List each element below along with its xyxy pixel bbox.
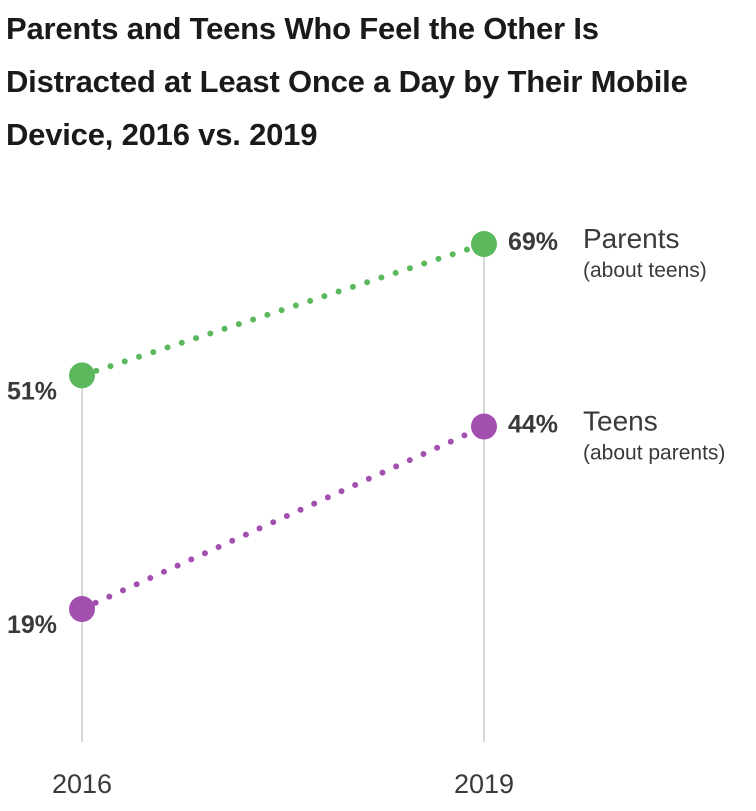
parents-series-sublabel: (about teens) [583, 259, 707, 282]
x-tick-2019: 2019 [454, 769, 514, 799]
parents-value-2016: 51% [7, 377, 57, 405]
parents-point-2019 [471, 231, 497, 257]
parents-series-line [79, 241, 487, 379]
teens-series-label: Teens [583, 406, 658, 437]
teens-series-line [79, 423, 487, 612]
parents-series-label: Parents [583, 223, 680, 254]
teens-point-2016 [69, 596, 95, 622]
x-tick-2016: 2016 [52, 769, 112, 799]
teens-value-2019: 44% [508, 411, 558, 439]
parents-point-2016 [69, 362, 95, 389]
teens-value-2016: 19% [7, 611, 57, 639]
teens-point-2019 [471, 413, 497, 440]
teens-series-sublabel: (about parents) [583, 442, 725, 465]
chart-title: Parents and Teens Who Feel the Other Is … [6, 11, 688, 152]
parents-value-2019: 69% [508, 228, 558, 256]
